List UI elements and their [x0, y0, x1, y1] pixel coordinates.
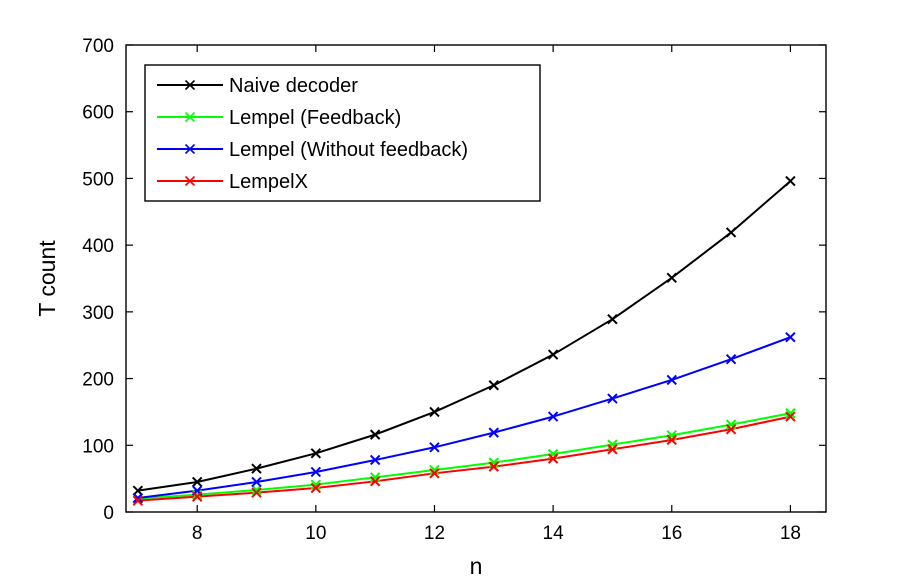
data-point	[785, 408, 796, 419]
series-line-3	[137, 415, 791, 502]
legend-item: LempelX	[157, 171, 308, 193]
legend-label: Naive decoder	[229, 75, 358, 97]
data-point	[191, 491, 203, 502]
data-point	[607, 444, 618, 455]
x-axis-ticks: 8 10 12 14 16 18	[192, 45, 801, 544]
data-point	[310, 482, 322, 494]
data-point	[429, 406, 440, 418]
legend-item: Lempel (Without feedback)	[157, 139, 468, 161]
legend-label: Lempel (Without feedback)	[229, 139, 468, 161]
data-point	[785, 175, 796, 187]
data-point	[251, 484, 262, 496]
data-point	[369, 454, 381, 466]
data-point	[607, 313, 618, 325]
y-tick-label: 200	[82, 370, 114, 391]
data-point	[666, 374, 677, 386]
data-point	[132, 492, 144, 504]
data-point	[429, 468, 440, 479]
x-tick-label: 10	[305, 523, 326, 544]
y-tick-label: 600	[82, 103, 114, 124]
y-tick-label: 0	[103, 503, 114, 524]
data-point	[429, 464, 440, 476]
legend: Naive decoder Lempel (Feedback) Lempel (Wi…	[144, 64, 541, 202]
data-point	[310, 448, 322, 459]
legend-label: LempelX	[229, 171, 308, 193]
data-point	[488, 457, 500, 468]
data-point	[488, 380, 500, 391]
plot-markers	[132, 175, 796, 506]
data-point	[725, 424, 737, 435]
data-point	[369, 429, 381, 440]
data-point	[251, 463, 262, 474]
data-point	[369, 472, 381, 483]
data-point	[251, 487, 262, 498]
y-tick-label: 700	[82, 36, 114, 57]
data-point	[785, 411, 796, 422]
legend-item: Lempel (Feedback)	[157, 107, 401, 129]
x-tick-label: 14	[543, 523, 565, 544]
x-axis-label: n	[470, 553, 483, 579]
data-point	[191, 476, 203, 488]
data-point	[666, 434, 677, 446]
data-point	[488, 427, 500, 438]
x-tick-label: 18	[780, 523, 801, 544]
data-point	[547, 411, 559, 422]
legend-label: Lempel (Feedback)	[229, 107, 401, 129]
y-axis-label: T count	[34, 240, 60, 317]
data-point	[725, 354, 737, 365]
plot-frame	[125, 44, 827, 513]
series-line-1	[137, 412, 791, 500]
series-line-2	[137, 336, 791, 499]
x-tick-label: 12	[424, 523, 445, 544]
data-point	[547, 349, 559, 360]
y-tick-label: 400	[82, 236, 114, 257]
legend-box	[144, 64, 541, 202]
data-point	[310, 466, 322, 478]
data-point	[785, 332, 796, 343]
plot-lines	[137, 180, 792, 502]
legend-item: Naive decoder	[157, 75, 358, 97]
data-point	[369, 476, 381, 487]
y-tick-label: 300	[82, 303, 114, 324]
x-tick-label: 16	[661, 523, 682, 544]
x-tick-label: 8	[192, 523, 203, 544]
data-point	[132, 495, 144, 506]
data-point	[488, 461, 500, 472]
data-point	[607, 393, 618, 404]
data-point	[251, 476, 262, 488]
y-tick-label: 500	[82, 169, 114, 190]
data-point	[310, 479, 322, 490]
series-line-0	[137, 180, 792, 492]
y-axis-ticks: 0 100 200 300 400 500 600 700	[82, 36, 826, 524]
data-point	[547, 453, 559, 464]
data-point	[191, 489, 203, 500]
data-point	[429, 442, 440, 453]
data-point	[666, 272, 677, 284]
y-tick-label: 100	[82, 436, 114, 457]
data-point	[725, 227, 737, 238]
